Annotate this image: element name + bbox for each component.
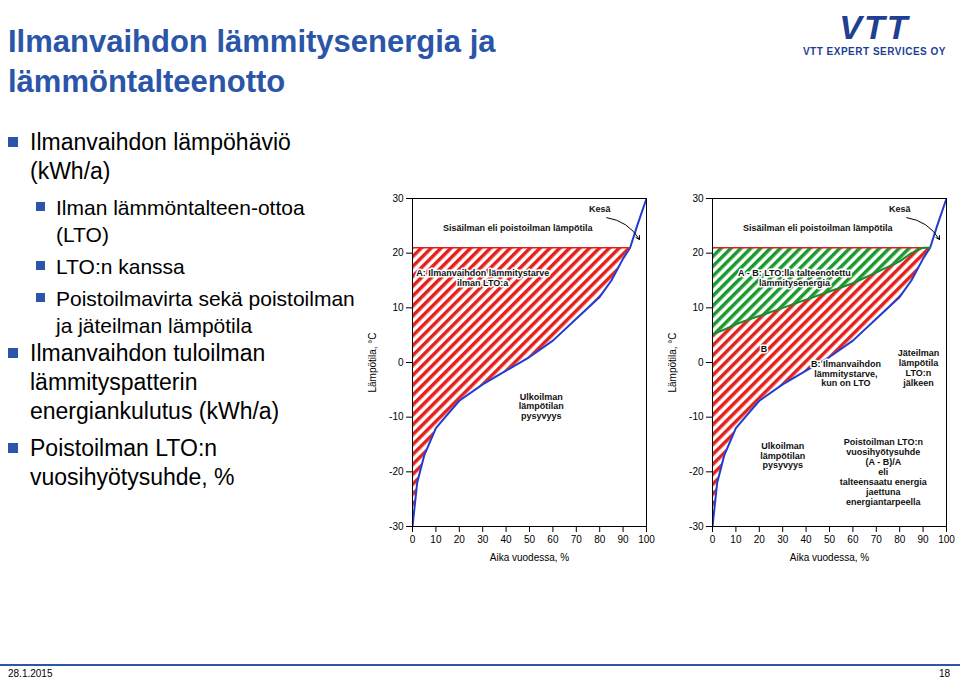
svg-text:40: 40 bbox=[801, 534, 813, 545]
svg-text:70: 70 bbox=[571, 534, 583, 545]
svg-text:30: 30 bbox=[392, 193, 404, 204]
svg-text:0: 0 bbox=[698, 357, 704, 368]
svg-text:A: Ilmanvaihdon lämmitystarvei: A: Ilmanvaihdon lämmitystarveilman LTO:a bbox=[416, 268, 549, 288]
svg-text:100: 100 bbox=[638, 534, 655, 545]
html-text:Poistoilmavirta sekä poistoilm: Poistoilmavirta sekä poistoilman ja jäte… bbox=[56, 287, 355, 337]
svg-text:Ulkoilmanlämpötilanpysyvyys: Ulkoilmanlämpötilanpysyvyys bbox=[519, 392, 564, 422]
html-text:18: 18 bbox=[938, 668, 950, 679]
html-text:28.1.2015: 28.1.2015 bbox=[8, 668, 53, 679]
svg-text:10: 10 bbox=[392, 302, 404, 313]
svg-text:60: 60 bbox=[547, 534, 559, 545]
svg-text:50: 50 bbox=[824, 534, 836, 545]
html-text:Ilman lämmöntalteen-ottoa (LTO: Ilman lämmöntalteen-ottoa (LTO) bbox=[56, 196, 305, 246]
svg-text:90: 90 bbox=[618, 534, 630, 545]
svg-text:70: 70 bbox=[871, 534, 883, 545]
svg-text:Kesä: Kesä bbox=[589, 204, 612, 214]
svg-text:30: 30 bbox=[692, 193, 704, 204]
svg-text:0: 0 bbox=[398, 357, 404, 368]
svg-text:-20: -20 bbox=[689, 466, 704, 477]
svg-text:10: 10 bbox=[692, 302, 704, 313]
svg-text:80: 80 bbox=[594, 534, 606, 545]
svg-text:-10: -10 bbox=[689, 411, 704, 422]
html-text:Ilmanvaihdon lämpöhäviö (kWh/a: Ilmanvaihdon lämpöhäviö (kWh/a) bbox=[30, 129, 291, 184]
svg-text:20: 20 bbox=[692, 247, 704, 258]
svg-text:Kesä: Kesä bbox=[889, 204, 912, 214]
svg-text:Lämpötila, °C: Lämpötila, °C bbox=[367, 332, 378, 392]
svg-text:Aika vuodessa, %: Aika vuodessa, % bbox=[790, 552, 870, 563]
html-text:Poistoilman LTO:n vuosihyötysu: Poistoilman LTO:n vuosihyötysuhde, % bbox=[30, 435, 235, 490]
svg-text:20: 20 bbox=[454, 534, 466, 545]
svg-text:0: 0 bbox=[710, 534, 716, 545]
svg-text:B: B bbox=[761, 344, 768, 354]
svg-text:-30: -30 bbox=[689, 521, 704, 532]
html-text:LTO:n kanssa: LTO:n kanssa bbox=[56, 255, 185, 278]
svg-text:100: 100 bbox=[938, 534, 955, 545]
svg-text:-20: -20 bbox=[389, 466, 404, 477]
svg-text:10: 10 bbox=[430, 534, 442, 545]
svg-text:Sisäilman eli poistoilman lämp: Sisäilman eli poistoilman lämpötila bbox=[743, 223, 894, 233]
svg-text:80: 80 bbox=[894, 534, 906, 545]
svg-text:50: 50 bbox=[524, 534, 536, 545]
svg-text:-10: -10 bbox=[389, 411, 404, 422]
svg-text:A - B: LTO:lla talteenotettulä: A - B: LTO:lla talteenotettulämmitysener… bbox=[738, 268, 851, 288]
svg-text:Sisäilman eli poistoilman lämp: Sisäilman eli poistoilman lämpötila bbox=[443, 223, 594, 233]
svg-text:-30: -30 bbox=[389, 521, 404, 532]
svg-text:JäteilmanlämpötilaLTO:njälkeen: JäteilmanlämpötilaLTO:njälkeen bbox=[898, 348, 940, 388]
svg-text:20: 20 bbox=[392, 247, 404, 258]
svg-text:10: 10 bbox=[730, 534, 742, 545]
html-text:VTT: VTT bbox=[839, 8, 910, 46]
svg-text:60: 60 bbox=[847, 534, 859, 545]
html-text:VTT EXPERT SERVICES OY: VTT EXPERT SERVICES OY bbox=[802, 46, 946, 57]
svg-text:30: 30 bbox=[777, 534, 789, 545]
svg-text:0: 0 bbox=[410, 534, 416, 545]
svg-text:Ulkoilmanlämpötilanpysyvyys: Ulkoilmanlämpötilanpysyvyys bbox=[760, 441, 805, 471]
svg-text:Aika vuodessa, %: Aika vuodessa, % bbox=[490, 552, 570, 563]
svg-text:Poistoilman LTO:nvuosihyötysuh: Poistoilman LTO:nvuosihyötysuhde(A - B)/… bbox=[840, 437, 928, 506]
html-text:Ilmanvaihdon tuloilman lämmity: Ilmanvaihdon tuloilman lämmityspatterin … bbox=[30, 340, 280, 424]
html-text:Ilmanvaihdon lämmitysenergia j: Ilmanvaihdon lämmitysenergia ja lämmönta… bbox=[8, 24, 496, 99]
svg-text:20: 20 bbox=[754, 534, 766, 545]
svg-text:B: Ilmanvaihdonlämmitystarve,k: B: Ilmanvaihdonlämmitystarve,kun on LTO bbox=[811, 359, 881, 389]
svg-text:30: 30 bbox=[477, 534, 489, 545]
svg-text:Lämpötila, °C: Lämpötila, °C bbox=[667, 332, 678, 392]
svg-text:40: 40 bbox=[501, 534, 513, 545]
svg-text:90: 90 bbox=[918, 534, 930, 545]
